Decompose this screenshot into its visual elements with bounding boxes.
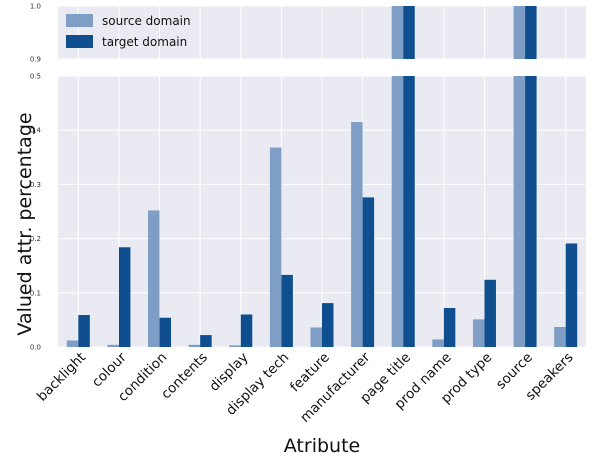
x-axis-label: Atribute: [284, 435, 360, 457]
bar-source-domain: [351, 122, 363, 347]
y-tick-lower: 0.2: [30, 235, 41, 243]
bars: [66, 6, 578, 347]
bar-target-domain: [403, 76, 415, 347]
bar-source-domain: [472, 319, 485, 347]
x-tick-label: backlight: [34, 350, 89, 405]
bar-target-domain: [525, 76, 537, 347]
y-tick-lower: 0.1: [30, 289, 41, 297]
legend: source domain target domain: [66, 14, 191, 49]
y-tick-lower: 0.4: [30, 127, 42, 135]
y-tick-labels: 0.0 0.1 0.2 0.3 0.4 0.5 0.9 1.0: [30, 3, 42, 352]
bar-source-domain-upper: [391, 6, 404, 59]
legend-label-target-domain: target domain: [102, 35, 187, 49]
bar-target-domain: [565, 243, 578, 347]
y-axis-label: Valued attr. percentage: [14, 112, 36, 335]
bar-target-domain: [484, 279, 496, 347]
bar-target-domain: [200, 335, 212, 347]
bar-source-domain: [66, 340, 79, 347]
bar-target-domain: [281, 274, 293, 347]
bar-source-domain: [554, 326, 566, 347]
bar-target-domain: [159, 317, 172, 347]
y-tick-lower: 0.0: [30, 344, 41, 352]
bar-source-domain: [229, 345, 241, 347]
bar-source-domain: [188, 344, 201, 347]
bar-target-domain: [362, 197, 375, 347]
bar-source-domain: [391, 76, 404, 347]
y-tick-upper: 1.0: [30, 3, 41, 11]
y-tick-lower: 0.3: [30, 181, 41, 189]
bar-source-domain: [269, 147, 282, 347]
bar-target-domain: [240, 314, 253, 347]
bar-source-domain: [432, 339, 444, 347]
y-tick-upper: 0.9: [30, 56, 41, 64]
bar-source-domain: [148, 210, 160, 347]
bar-source-domain: [107, 344, 119, 347]
x-tick-labels: backlight colourconditioncontentsdisplayd…: [34, 349, 577, 426]
legend-label-source-domain: source domain: [102, 14, 191, 28]
bar-target-domain: [118, 247, 131, 347]
y-tick-lower: 0.5: [30, 73, 41, 81]
bar-source-domain: [310, 327, 322, 347]
bar-source-domain: [513, 76, 526, 347]
legend-swatch-source-domain: [66, 14, 93, 27]
bar-target-domain: [78, 315, 90, 347]
bar-target-domain: [322, 303, 334, 347]
bar-target-domain: [443, 307, 456, 347]
x-tick-label: manufacturer: [297, 349, 374, 426]
bar-source-domain-upper: [513, 6, 526, 59]
bar-target-domain-upper: [403, 6, 415, 59]
bar-target-domain-upper: [525, 6, 537, 59]
legend-swatch-target-domain: [66, 35, 93, 48]
